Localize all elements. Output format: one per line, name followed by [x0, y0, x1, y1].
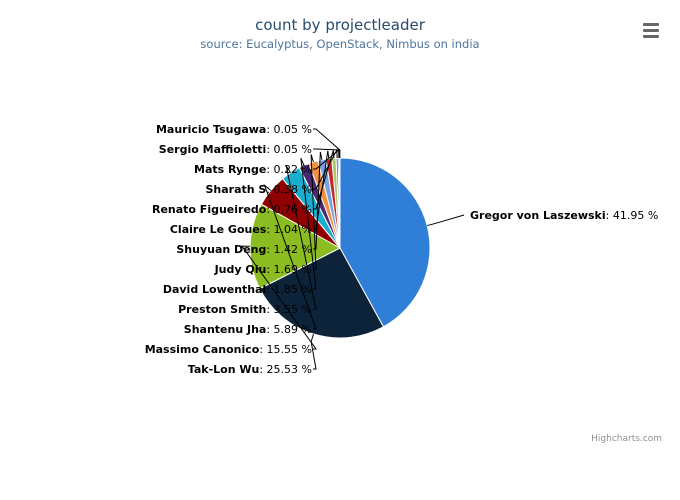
chart-menu-icon[interactable] [636, 18, 666, 40]
data-label-mats-rynge: Mats Rynge: 0.22 % [194, 163, 312, 176]
data-label-preston-smith: Preston Smith: 3.55 % [178, 303, 312, 316]
connector-massimo-canonico [241, 245, 317, 350]
connector-sharath-s [313, 148, 338, 190]
connector-judy-qiu [310, 154, 317, 270]
connector-gregor-von-laszewski [427, 214, 465, 227]
data-label-sergio-maffioletti: Sergio Maffioletti: 0.05 % [159, 143, 312, 156]
chart-subtitle: source: Eucalyptus, OpenStack, Nimbus on… [200, 37, 480, 51]
data-label-gregor-von-laszewski: Gregor von Laszewski: 41.95 % [470, 209, 658, 222]
credits-link[interactable]: Highcharts.com [591, 434, 662, 444]
connector-mauricio-tsugawa [313, 128, 341, 159]
data-label-shantenu-jha: Shantenu Jha: 5.89 % [184, 323, 312, 336]
connector-shantenu-jha [263, 183, 317, 330]
data-label-david-lowenthal: David Lowenthal: 1.85 % [163, 283, 312, 296]
chart-title: count by projectleader [255, 16, 425, 34]
connector-preston-smith [285, 165, 317, 310]
data-label-judy-qiu: Judy Qiu: 1.69 % [214, 263, 312, 276]
data-label-shuyuan-deng: Shuyuan Deng: 1.42 % [176, 243, 312, 256]
data-label-claire-le-goues: Claire Le Goues: 1.04 % [170, 223, 312, 236]
pie-slice-massimo-canonico[interactable] [249, 203, 342, 290]
data-label-massimo-canonico: Massimo Canonico: 15.55 % [145, 343, 312, 356]
data-label-tak-lon-wu: Tak-Lon Wu: 25.53 % [188, 363, 312, 376]
connector-mats-rynge [313, 148, 340, 170]
pie-slice-tak-lon-wu[interactable] [259, 247, 385, 339]
pie-slice-gregor-von-laszewski[interactable] [339, 157, 431, 328]
data-label-sharath-s: Sharath S: 0.38 % [205, 183, 312, 196]
data-label-renato-figueiredo: Renato Figueiredo: 0.76 % [152, 203, 312, 216]
connector-sergio-maffioletti [313, 148, 341, 159]
data-label-mauricio-tsugawa: Mauricio Tsugawa: 0.05 % [156, 123, 312, 136]
connector-tak-lon-wu [310, 333, 317, 370]
connector-david-lowenthal [300, 157, 317, 290]
